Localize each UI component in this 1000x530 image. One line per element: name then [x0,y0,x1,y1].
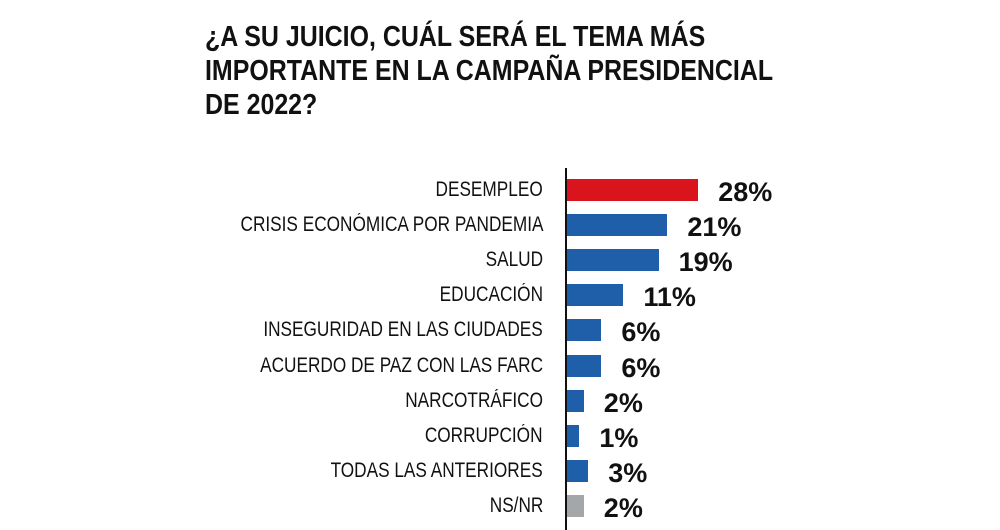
data-label: 2% [603,387,643,418]
bar [567,354,602,377]
category-label: EDUCACIÓN [439,283,543,307]
category-label: CRISIS ECONÓMICA POR PANDEMIA [240,213,543,237]
data-label: 6% [621,352,661,383]
category-label: CORRUPCIÓN [425,423,543,447]
bar [567,214,668,237]
bar [567,459,589,482]
chart-title: ¿A SU JUICIO, CUÁL SERÁ EL TEMA MÁS IMPO… [205,21,774,121]
y-axis-line [565,168,567,530]
data-label: 11% [643,282,696,313]
category-label: ACUERDO DE PAZ CON LAS FARC [260,353,543,377]
bar [567,249,659,272]
bar [567,284,624,307]
data-label: 1% [599,422,639,453]
bar [567,319,602,342]
category-label: NARCOTRÁFICO [405,388,543,412]
category-label: INSEGURIDAD EN LAS CIUDADES [263,318,543,342]
category-label: NS/NR [489,493,543,517]
category-label: DESEMPLEO [435,178,543,201]
bar [567,494,584,517]
bar [567,424,580,447]
data-label: 28% [718,177,773,207]
bar [567,179,699,201]
data-label: 19% [678,247,733,278]
category-label: SALUD [485,248,543,272]
data-label: 21% [687,212,742,243]
category-label: TODAS LAS ANTERIORES [330,458,543,482]
data-label: 6% [621,317,661,348]
data-label: 2% [603,492,643,523]
data-label: 3% [608,457,648,488]
bar [567,389,584,412]
